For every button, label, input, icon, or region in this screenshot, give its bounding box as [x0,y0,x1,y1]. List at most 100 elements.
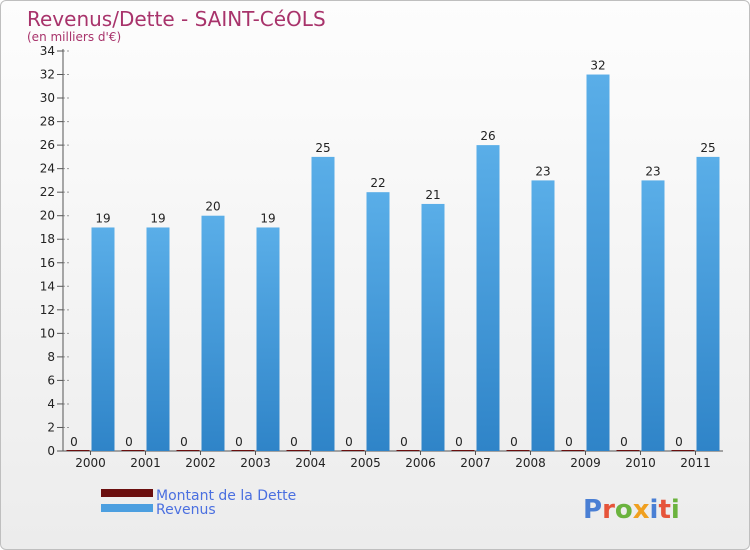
chart-title: Revenus/Dette - SAINT-CéOLS [27,7,326,31]
legend-swatch-dette [101,489,153,497]
x-tick-label: 2001 [130,456,161,470]
y-tick-label: 4 [47,397,55,411]
data-label-revenus: 25 [315,141,330,155]
y-tick-label: 20 [40,209,55,223]
bar-revenus [366,192,390,452]
y-tick-label: 32 [40,68,55,82]
logo-letter: i [650,495,659,525]
data-label-revenus: 19 [150,211,165,225]
logo-letter: r [602,495,615,525]
bar-revenus [201,215,225,451]
logo-letter: o [615,495,633,525]
proxiti-logo: Proxiti [583,495,680,525]
bar-dette [286,450,310,451]
x-tick-label: 2007 [460,456,491,470]
x-tick-label: 2004 [295,456,326,470]
chart-subtitle: (en milliers d'€) [27,30,122,44]
bar-revenus [586,74,610,451]
bars [66,74,720,452]
legend-label-dette: Montant de la Dette [156,488,296,504]
data-label-dette: 0 [70,435,78,449]
data-label-revenus: 25 [700,141,715,155]
logo-letter: t [658,495,670,525]
data-label-revenus: 26 [480,129,495,143]
y-tick-label: 18 [40,232,55,246]
bar-dette [66,450,90,451]
data-label-revenus: 20 [205,200,220,214]
data-label-revenus: 19 [260,211,275,225]
data-label-revenus: 22 [370,176,385,190]
data-label-dette: 0 [180,435,188,449]
y-tick-label: 24 [40,162,55,176]
bar-revenus [91,227,115,451]
y-tick-label: 8 [47,350,55,364]
y-tick-label: 22 [40,185,55,199]
bar-revenus [531,180,555,452]
data-label-revenus: 19 [95,211,110,225]
bar-dette [671,450,695,451]
bar-dette [616,450,640,451]
bar-dette [176,450,200,451]
data-label-dette: 0 [675,435,683,449]
bar-dette [121,450,145,451]
y-tick-label: 34 [40,44,55,58]
svg-text:Proxiti: Proxiti [583,495,680,525]
logo-letter: P [583,495,602,525]
x-tick-label: 2000 [75,456,106,470]
bar-revenus [256,227,280,451]
grid-lines [63,50,69,428]
data-label-dette: 0 [455,435,463,449]
data-label-revenus: 23 [535,164,550,178]
data-label-dette: 0 [125,435,133,449]
y-tick-label: 14 [40,279,55,293]
y-tick-label: 28 [40,115,55,129]
bar-revenus [696,156,720,451]
data-label-dette: 0 [235,435,243,449]
y-tick-label: 26 [40,138,55,152]
data-label-dette: 0 [620,435,628,449]
x-tick-label: 2006 [405,456,436,470]
x-tick-label: 2002 [185,456,216,470]
data-label-dette: 0 [345,435,353,449]
logo-letter: i [671,495,680,525]
y-tick-label: 6 [47,373,55,387]
data-label-dette: 0 [510,435,518,449]
data-label-dette: 0 [290,435,298,449]
x-tick-label: 2003 [240,456,271,470]
y-tick-label: 30 [40,91,55,105]
y-tick-label: 0 [47,444,55,458]
bar-dette [451,450,475,451]
logo-letter: x [633,495,650,525]
legend: Montant de la Dette Revenus [101,488,296,518]
y-tick-label: 10 [40,326,55,340]
bar-dette [231,450,255,451]
x-tick-label: 2010 [625,456,656,470]
data-labels: 0 19 0 19 0 20 0 19 0 25 0 22 0 21 0 26 0 23 0 32 0 23 0 25 [70,59,715,449]
bar-revenus [476,145,500,451]
data-label-revenus: 23 [645,164,660,178]
y-tick-label: 16 [40,256,55,270]
bar-revenus [311,156,335,451]
bar-dette [561,450,585,451]
x-tick-label: 2009 [570,456,601,470]
bar-revenus [641,180,665,452]
bar-revenus [421,203,445,451]
legend-label-revenus: Revenus [156,502,216,518]
bar-dette [506,450,530,451]
y-tick-label: 12 [40,303,55,317]
legend-swatch-revenus [101,504,153,512]
x-tick-label: 2005 [350,456,381,470]
x-tick-label: 2008 [515,456,546,470]
data-label-revenus: 21 [425,188,440,202]
data-label-dette: 0 [400,435,408,449]
x-tick-label: 2011 [680,456,711,470]
bar-dette [396,450,420,451]
data-label-revenus: 32 [590,59,605,73]
y-tick-label: 2 [47,420,55,434]
bar-revenus [146,227,170,451]
data-label-dette: 0 [565,435,573,449]
bar-dette [341,450,365,451]
